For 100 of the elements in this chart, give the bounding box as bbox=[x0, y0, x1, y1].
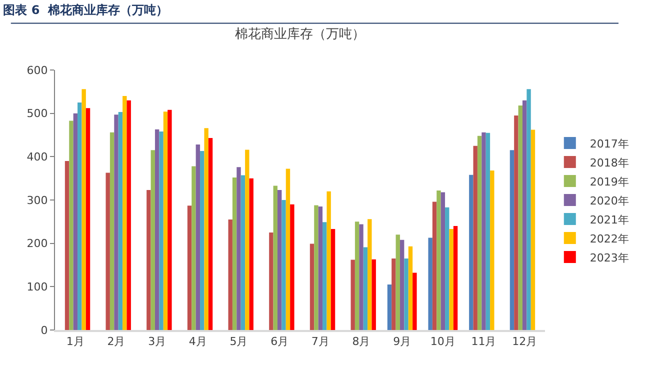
bar bbox=[526, 89, 531, 330]
legend-label: 2021年 bbox=[590, 213, 629, 226]
bar bbox=[290, 204, 294, 330]
bar bbox=[449, 229, 454, 330]
bar bbox=[408, 246, 413, 330]
y-tick-label: 400 bbox=[26, 150, 48, 164]
bar bbox=[387, 284, 392, 330]
bar bbox=[204, 128, 208, 330]
bar bbox=[486, 132, 490, 330]
bar bbox=[277, 190, 282, 330]
bar bbox=[240, 175, 246, 330]
bar bbox=[396, 234, 400, 330]
bar bbox=[310, 244, 314, 330]
x-tick-label: 8月 bbox=[352, 335, 370, 348]
bar bbox=[453, 226, 458, 330]
x-tick-label: 2月 bbox=[107, 335, 126, 348]
bar bbox=[232, 177, 237, 330]
chart-title: 图表 6 棉花商业库存（万吨） bbox=[3, 3, 168, 18]
bar bbox=[482, 132, 486, 330]
bar bbox=[510, 150, 514, 330]
x-tick-label: 12月 bbox=[512, 335, 538, 348]
bar bbox=[322, 222, 327, 330]
bar bbox=[428, 238, 432, 330]
bar bbox=[368, 219, 372, 330]
chart-subtitle: 棉花商业库存（万吨） bbox=[235, 27, 365, 42]
bar bbox=[318, 206, 323, 330]
bar bbox=[392, 258, 396, 330]
y-tick-label: 200 bbox=[26, 237, 48, 250]
legend-label: 2023年 bbox=[590, 251, 629, 264]
x-tick-label: 3月 bbox=[148, 335, 166, 348]
bar bbox=[208, 138, 213, 330]
x-tick-label: 11月 bbox=[471, 335, 496, 348]
bar bbox=[126, 100, 131, 330]
bar bbox=[530, 130, 536, 330]
bar bbox=[163, 112, 168, 330]
bar bbox=[326, 191, 331, 330]
x-tick-label: 10月 bbox=[430, 335, 456, 348]
bar bbox=[490, 170, 494, 330]
legend-label: 2019年 bbox=[590, 175, 629, 188]
bar bbox=[477, 136, 482, 330]
legend-label: 2017年 bbox=[590, 137, 629, 150]
bar bbox=[514, 116, 518, 330]
x-tick-label: 1月 bbox=[66, 335, 84, 348]
bar bbox=[440, 192, 446, 330]
x-tick-label: 4月 bbox=[188, 335, 207, 348]
x-tick-label: 9月 bbox=[393, 335, 412, 348]
bar bbox=[518, 106, 522, 330]
bar bbox=[436, 190, 441, 330]
bar bbox=[400, 240, 404, 330]
bar bbox=[86, 108, 90, 330]
bar bbox=[363, 247, 368, 330]
bar bbox=[249, 178, 254, 330]
bar bbox=[269, 232, 274, 330]
y-tick-label: 500 bbox=[26, 107, 48, 120]
bar bbox=[286, 168, 290, 330]
bar bbox=[350, 260, 355, 330]
bar bbox=[245, 150, 250, 330]
bar bbox=[445, 207, 450, 330]
legend-label: 2022年 bbox=[590, 232, 629, 246]
bar bbox=[118, 112, 123, 330]
bar bbox=[200, 151, 204, 330]
bar bbox=[69, 120, 74, 330]
bar bbox=[64, 161, 70, 330]
y-tick-label: 600 bbox=[26, 64, 48, 77]
bar bbox=[154, 129, 160, 330]
bar bbox=[114, 114, 118, 330]
bar bbox=[146, 190, 151, 330]
bar bbox=[473, 146, 478, 330]
x-tick-label: 5月 bbox=[230, 335, 248, 348]
bar bbox=[522, 100, 527, 330]
bar bbox=[236, 167, 241, 330]
x-tick-label: 6月 bbox=[270, 335, 289, 348]
bar bbox=[354, 222, 360, 330]
bar bbox=[432, 202, 437, 330]
bar bbox=[228, 220, 232, 330]
bar bbox=[192, 166, 196, 330]
bar bbox=[150, 150, 155, 330]
bar bbox=[73, 113, 78, 330]
bar bbox=[314, 205, 318, 330]
y-tick-label: 100 bbox=[26, 280, 48, 294]
bar bbox=[159, 132, 164, 330]
y-tick-label: 0 bbox=[40, 324, 48, 337]
bar bbox=[187, 206, 192, 330]
bar bbox=[372, 259, 376, 330]
bar bbox=[404, 258, 408, 330]
legend-label: 2018年 bbox=[590, 156, 629, 170]
bar bbox=[110, 132, 114, 330]
bar bbox=[412, 272, 417, 330]
bar bbox=[78, 102, 82, 330]
bar bbox=[330, 229, 336, 330]
y-tick-label: 300 bbox=[26, 194, 48, 207]
bar bbox=[469, 174, 474, 330]
bar bbox=[106, 172, 110, 330]
bar bbox=[359, 224, 364, 330]
bar bbox=[196, 144, 200, 330]
bar bbox=[273, 186, 278, 330]
bar bbox=[282, 200, 286, 330]
bar bbox=[168, 110, 172, 330]
bar bbox=[122, 96, 127, 330]
bar bbox=[82, 89, 86, 330]
